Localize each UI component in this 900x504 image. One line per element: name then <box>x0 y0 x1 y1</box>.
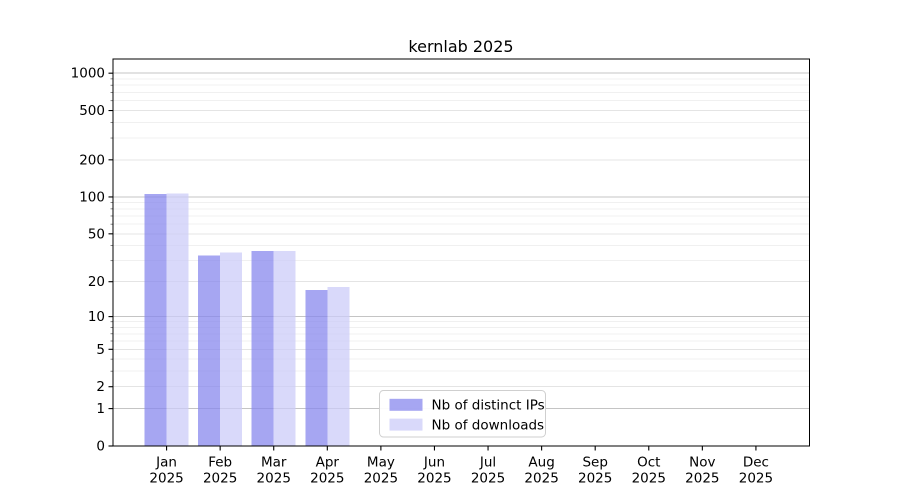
x-tick-label-month-sep: Sep <box>582 455 607 471</box>
x-tick-label-year-apr: 2025 <box>310 471 344 487</box>
x-tick-label-year-oct: 2025 <box>632 471 666 487</box>
x-tick-label-month-mar: Mar <box>261 455 287 471</box>
x-tick-label-year-feb: 2025 <box>203 471 237 487</box>
legend-label-ips: Nb of distinct IPs <box>432 398 545 414</box>
x-tick-label-month-oct: Oct <box>637 455 660 471</box>
x-tick-label-month-jul: Jul <box>479 455 496 471</box>
plot-border <box>112 58 811 447</box>
x-tick-label-month-nov: Nov <box>689 455 715 471</box>
x-tick-label-month-may: May <box>367 455 395 471</box>
x-tick-label-month-aug: Aug <box>528 455 554 471</box>
axes <box>108 58 811 451</box>
chart-title: kernlab 2025 <box>408 37 513 56</box>
bar-downloads-jan <box>166 193 189 446</box>
bar-ips-apr <box>305 290 328 446</box>
bars <box>144 193 350 446</box>
y-tick-label-2: 2 <box>96 379 105 395</box>
bar-ips-mar <box>251 251 274 446</box>
x-tick-label-month-jan: Jan <box>155 455 177 471</box>
y-tick-label-0: 0 <box>96 439 105 455</box>
y-tick-label-20: 20 <box>88 274 105 290</box>
bar-ips-jan <box>144 193 167 446</box>
y-tick-label-10: 10 <box>88 309 105 325</box>
y-tick-label-1: 1 <box>96 401 105 417</box>
y-tick-label-50: 50 <box>88 226 105 242</box>
x-tick-label-year-dec: 2025 <box>739 471 773 487</box>
bar-downloads-feb <box>220 252 243 446</box>
axis-labels: 01251020501002005001000Jan2025Feb2025Mar… <box>71 66 773 487</box>
x-tick-label-year-jun: 2025 <box>417 471 451 487</box>
x-tick-label-year-jul: 2025 <box>471 471 505 487</box>
x-tick-label-year-mar: 2025 <box>257 471 291 487</box>
y-tick-label-1000: 1000 <box>71 66 105 82</box>
y-tick-label-100: 100 <box>79 189 105 205</box>
legend: Nb of distinct IPs Nb of downloads <box>379 390 546 438</box>
legend-swatch-downloads <box>389 418 423 431</box>
bar-downloads-apr <box>327 287 350 446</box>
x-tick-label-year-may: 2025 <box>364 471 398 487</box>
legend-swatch-ips <box>389 398 423 411</box>
x-tick-label-year-sep: 2025 <box>578 471 612 487</box>
y-tick-label-5: 5 <box>96 342 105 358</box>
x-tick-label-month-apr: Apr <box>316 455 340 471</box>
x-tick-label-year-aug: 2025 <box>524 471 558 487</box>
x-tick-label-year-nov: 2025 <box>685 471 719 487</box>
bar-downloads-mar <box>273 251 296 446</box>
y-tick-label-500: 500 <box>79 103 105 119</box>
y-tick-label-200: 200 <box>79 152 105 168</box>
x-tick-label-month-feb: Feb <box>208 455 232 471</box>
x-tick-label-year-jan: 2025 <box>149 471 183 487</box>
bar-ips-feb <box>198 255 221 446</box>
x-tick-label-month-jun: Jun <box>423 455 445 471</box>
x-tick-label-month-dec: Dec <box>743 455 769 471</box>
legend-label-downloads: Nb of downloads <box>432 417 545 433</box>
